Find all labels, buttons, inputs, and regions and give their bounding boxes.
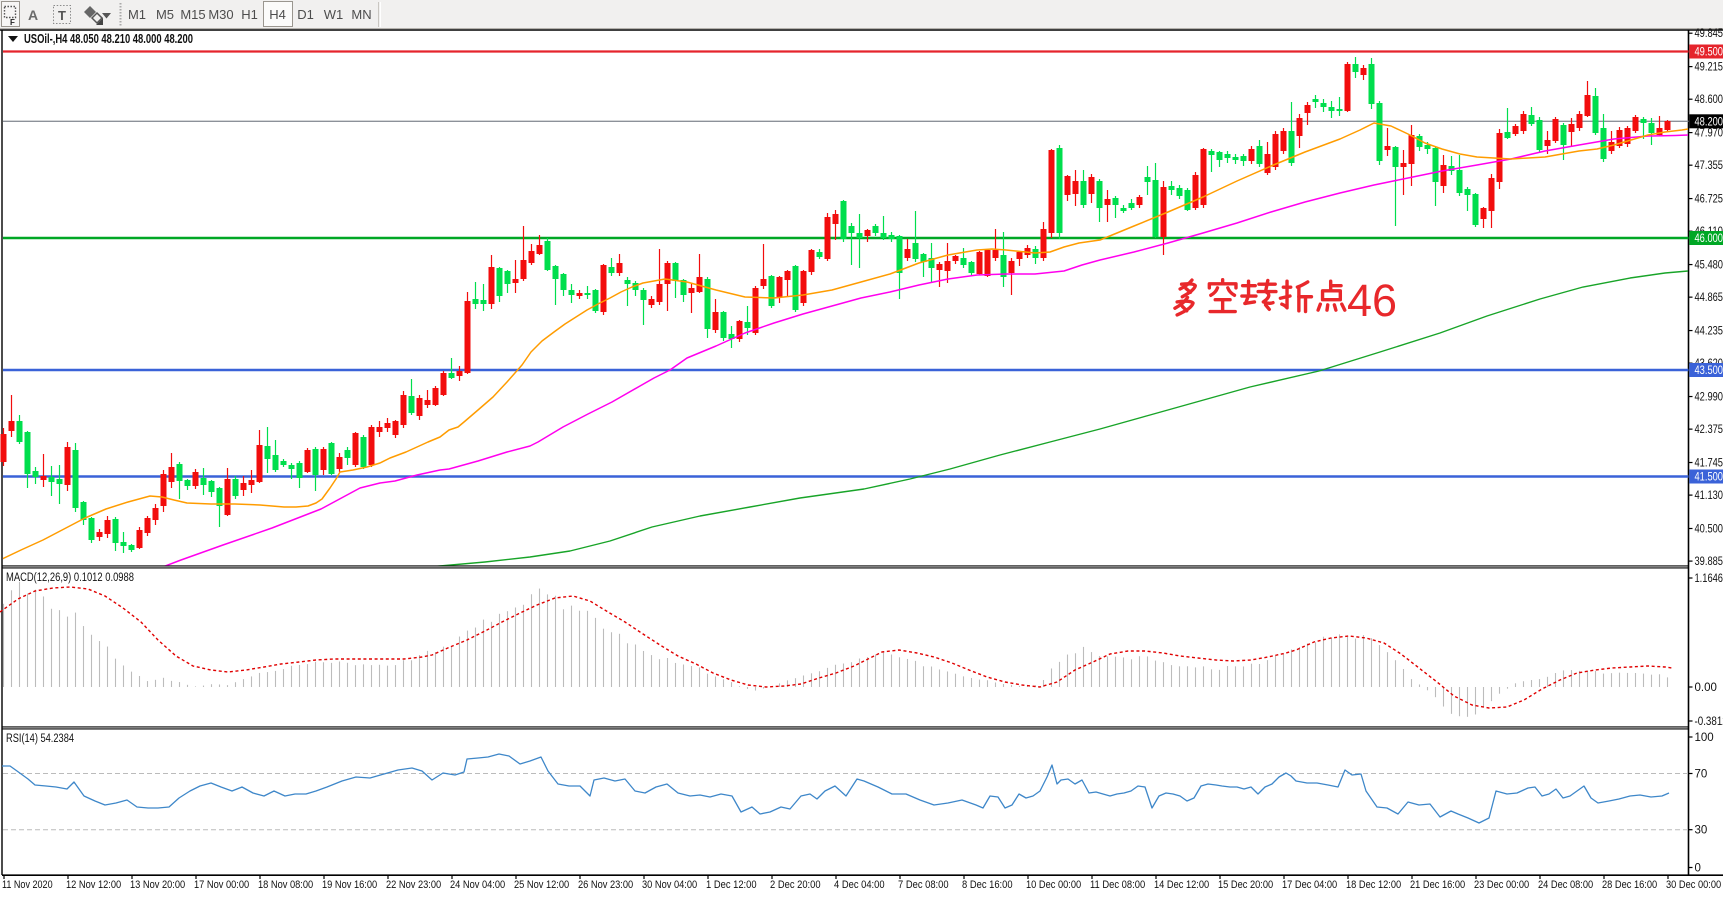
svg-text:M30: M30 [208,7,233,22]
svg-text:15 Dec 20:00: 15 Dec 20:00 [1218,879,1273,891]
svg-text:D1: D1 [297,7,314,22]
svg-text:19 Nov 16:00: 19 Nov 16:00 [322,879,377,891]
svg-text:11 Nov 2020: 11 Nov 2020 [2,879,53,891]
svg-text:49.215: 49.215 [1695,62,1723,74]
svg-text:41.130: 41.130 [1695,490,1723,502]
svg-text:40.500: 40.500 [1695,524,1723,536]
svg-text:1.1646: 1.1646 [1695,573,1723,585]
svg-text:H4: H4 [269,7,286,22]
svg-text:30: 30 [1695,825,1708,837]
svg-text:39.885: 39.885 [1695,556,1723,568]
svg-text:45.480: 45.480 [1695,260,1723,272]
svg-text:M5: M5 [156,7,174,22]
svg-text:46.000: 46.000 [1695,233,1723,245]
svg-text:M1: M1 [128,7,146,22]
svg-text:A: A [28,7,38,23]
svg-text:F: F [10,18,15,27]
svg-text:30 Nov 04:00: 30 Nov 04:00 [642,879,697,891]
svg-text:42.990: 42.990 [1695,392,1723,404]
svg-text:8 Dec 16:00: 8 Dec 16:00 [962,879,1013,891]
svg-text:18 Nov 08:00: 18 Nov 08:00 [258,879,313,891]
svg-text:47.355: 47.355 [1695,160,1723,172]
svg-text:30 Dec 00:00: 30 Dec 00:00 [1666,879,1721,891]
svg-text:17 Dec 04:00: 17 Dec 04:00 [1282,879,1337,891]
svg-text:41.745: 41.745 [1695,458,1723,470]
svg-text:28 Dec 16:00: 28 Dec 16:00 [1602,879,1657,891]
svg-text:23 Dec 00:00: 23 Dec 00:00 [1474,879,1529,891]
svg-text:17 Nov 00:00: 17 Nov 00:00 [194,879,249,891]
svg-text:14 Dec 12:00: 14 Dec 12:00 [1154,879,1209,891]
svg-text:-0.3812: -0.3812 [1695,716,1723,728]
svg-text:2 Dec 20:00: 2 Dec 20:00 [770,879,821,891]
svg-text:21 Dec 16:00: 21 Dec 16:00 [1410,879,1465,891]
svg-text:18 Dec 12:00: 18 Dec 12:00 [1346,879,1401,891]
svg-text:24 Dec 08:00: 24 Dec 08:00 [1538,879,1593,891]
svg-text:0.00: 0.00 [1695,682,1717,694]
svg-text:0: 0 [1695,863,1701,875]
svg-text:13 Nov 20:00: 13 Nov 20:00 [130,879,185,891]
svg-text:70: 70 [1695,769,1708,781]
svg-text:22 Nov 23:00: 22 Nov 23:00 [386,879,441,891]
svg-text:4 Dec 04:00: 4 Dec 04:00 [834,879,885,891]
svg-text:49.500: 49.500 [1695,47,1723,59]
svg-text:46.725: 46.725 [1695,194,1723,206]
svg-text:48.200: 48.200 [1695,116,1723,128]
svg-text:41.500: 41.500 [1695,472,1723,484]
svg-text:10 Dec 00:00: 10 Dec 00:00 [1026,879,1081,891]
svg-text:11 Dec 08:00: 11 Dec 08:00 [1090,879,1145,891]
svg-text:T: T [58,8,66,23]
svg-text:100: 100 [1695,732,1714,744]
svg-text:49.845: 49.845 [1695,28,1723,40]
svg-text:44.235: 44.235 [1695,326,1723,338]
svg-text:RSI(14) 54.2384: RSI(14) 54.2384 [6,733,74,745]
svg-text:USOil-,H4 48.050 48.210 48.00: USOil-,H4 48.050 48.210 48.000 48.200 [24,32,193,46]
svg-text:MN: MN [351,7,371,22]
svg-text:MACD(12,26,9) 0.1012 0.0988: MACD(12,26,9) 0.1012 0.0988 [6,572,134,584]
svg-text:44.865: 44.865 [1695,292,1723,304]
svg-text:26 Nov 23:00: 26 Nov 23:00 [578,879,633,891]
svg-text:43.500: 43.500 [1695,365,1723,377]
svg-text:M15: M15 [180,7,205,22]
svg-text:47.970: 47.970 [1695,128,1723,140]
svg-text:H1: H1 [241,7,258,22]
svg-text:W1: W1 [324,7,344,22]
svg-text:42.375: 42.375 [1695,424,1723,436]
svg-text:46: 46 [1347,275,1397,326]
svg-text:7 Dec 08:00: 7 Dec 08:00 [898,879,949,891]
svg-text:25 Nov 12:00: 25 Nov 12:00 [514,879,569,891]
svg-text:24 Nov 04:00: 24 Nov 04:00 [450,879,505,891]
svg-text:48.600: 48.600 [1695,94,1723,106]
svg-text:1 Dec 12:00: 1 Dec 12:00 [706,879,757,891]
svg-text:12 Nov 12:00: 12 Nov 12:00 [66,879,121,891]
